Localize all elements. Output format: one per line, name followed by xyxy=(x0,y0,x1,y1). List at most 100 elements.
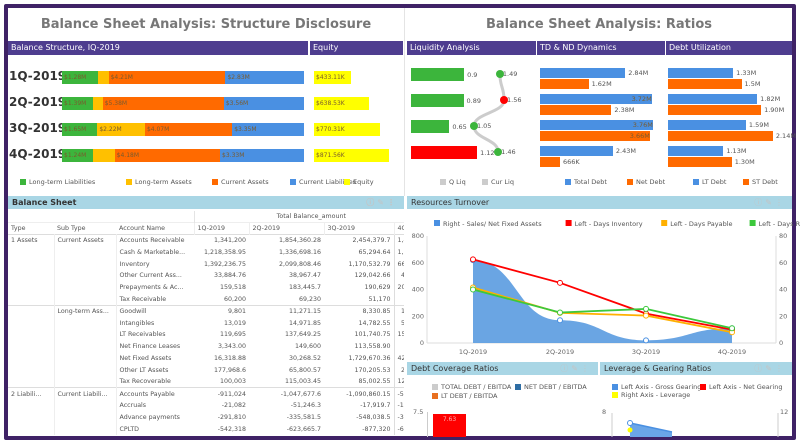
legend-total-debt-ebitda[interactable]: TOTAL DEBT / EBITDA xyxy=(432,383,511,391)
legend-label: Equity xyxy=(353,178,374,186)
column-header[interactable]: 1Q-2019 xyxy=(193,222,250,235)
table-row[interactable]: Other LT Assets 177,968.6 65,800.57 170,205… xyxy=(8,364,404,377)
debt-util-label: 1.90M xyxy=(764,106,785,114)
legend-item[interactable]: Q Liq xyxy=(440,178,466,186)
bar-segment: $5.38M xyxy=(102,97,224,110)
legend-net-gearing[interactable]: Left Axis - Net Gearing xyxy=(700,383,782,391)
table-row[interactable]: Intangibles 13,019 14,971.85 14,782.5551,09… xyxy=(8,317,404,329)
table-cell: 60,200 xyxy=(223,295,247,303)
y-axis xyxy=(427,412,428,437)
table-row[interactable]: Net Fixed Assets 16,318.88 30,268.52 1,729,… xyxy=(8,352,404,365)
table-cell xyxy=(53,364,116,377)
balance-sheet-title: Balance Sheet xyxy=(12,198,77,207)
table-row[interactable]: Inventory 1,392,236.75 2,099,808.46 1,170,5… xyxy=(8,258,404,270)
info-icon[interactable]: ⓘ xyxy=(560,364,572,373)
edit-icon[interactable]: ✎ xyxy=(765,364,775,373)
debt-util-bar xyxy=(668,131,773,141)
legend-swatch xyxy=(627,179,633,185)
bar-segment: $4.07M xyxy=(144,123,233,136)
table-cell: 85,002.55 xyxy=(358,378,391,386)
table-cell: Current Liabili... xyxy=(53,387,116,400)
table-row[interactable]: Cash & Marketable... 1,218,358.95 1,336,69… xyxy=(8,246,404,259)
leverage-chart: Left Axis - Gross Gearing Left Axis - Ne… xyxy=(600,375,792,437)
table-row[interactable]: Long-term Ass... Goodwill 9,801 11,271.15 8,… xyxy=(8,305,404,318)
more-icon[interactable]: ⋮ xyxy=(775,198,786,207)
legend-swatch xyxy=(344,179,350,185)
legend-swatch xyxy=(126,179,132,185)
data-point xyxy=(643,312,649,319)
legend-item[interactable]: Long-term Liabilities xyxy=(20,178,95,186)
legend-label: Right - Sales/ Net Fixed Assets xyxy=(443,220,542,228)
table-row[interactable]: Accruals -21,082 -51,246.3 -17,919.7-102,83… xyxy=(8,399,404,412)
table-cell xyxy=(53,340,116,353)
legend-item[interactable]: Net Debt xyxy=(627,178,665,186)
table-row[interactable]: Tax Receivable 60,200 69,230 51,17076,4 xyxy=(8,293,404,306)
debt-util-label: 1.33M xyxy=(736,69,757,77)
legend-leverage[interactable]: Right Axis - Leverage xyxy=(612,391,690,399)
table-row[interactable]: 1 Assets Current Assets Accounts Receivabl… xyxy=(8,234,404,247)
edit-icon[interactable]: ✎ xyxy=(377,198,387,207)
edit-icon[interactable]: ✎ xyxy=(571,364,581,373)
debt-util-bar xyxy=(668,68,734,78)
table-cell: 1,341,200 xyxy=(213,237,247,245)
table-cell: Net Finance Leases xyxy=(115,340,195,353)
legend-item[interactable]: Current Assets xyxy=(212,178,269,186)
legend-label: LT Debt xyxy=(702,178,727,186)
table-cell: 14,971.85 xyxy=(288,319,322,327)
table-cell: 137,649.25 xyxy=(284,331,322,339)
table-cell: 1,729,670.36 xyxy=(348,354,391,362)
legend-lt-debt-ebitda[interactable]: LT DEBT / EBITDA xyxy=(432,392,497,400)
legend-item[interactable]: ST Debt xyxy=(743,178,778,186)
table-cell: 3,343.00 xyxy=(217,343,247,351)
table-cell: -335,581.5 xyxy=(286,413,322,421)
more-icon[interactable]: ⋮ xyxy=(581,364,592,373)
table-row[interactable]: Tax Recoverable 100,003 115,003.45 85,002.5… xyxy=(8,376,404,388)
table-cell xyxy=(53,328,116,341)
legend-item[interactable]: Long-term Assets xyxy=(126,178,192,186)
table-row[interactable]: Advance payments -291,810 -335,581.5 -548,0… xyxy=(8,411,404,424)
table-row[interactable]: CPLTD -542,318 -623,665.7 -877,320-681,591. xyxy=(8,423,404,436)
data-point xyxy=(557,317,563,324)
table-cell: Advance payments xyxy=(115,411,195,424)
legend-item[interactable]: Equity xyxy=(344,178,374,186)
info-icon[interactable]: ⓘ xyxy=(366,198,378,207)
column-header[interactable]: 2Q-2019 xyxy=(248,222,325,235)
column-header[interactable]: Sub Type xyxy=(57,225,86,233)
table-cell: -291,810 xyxy=(217,413,247,421)
dashboard-frame xyxy=(4,4,796,440)
more-icon[interactable]: ⋮ xyxy=(775,364,786,373)
table-row[interactable]: Net Finance Leases 3,343.00 149,600 113,558… xyxy=(8,340,404,353)
column-header[interactable]: Account Name xyxy=(119,225,166,233)
divider xyxy=(404,8,405,196)
legend-item[interactable]: Cur Liq xyxy=(482,178,514,186)
legend-item[interactable]: Total Debt xyxy=(565,178,607,186)
table-cell: 119,695 xyxy=(219,331,247,339)
info-icon[interactable]: ⓘ xyxy=(754,364,766,373)
x-tick-label: 4Q-2019 xyxy=(718,348,746,356)
left-tick: 8 xyxy=(602,408,607,416)
table-row[interactable]: Other Current Ass... 33,884.76 38,967.47 12… xyxy=(8,269,404,282)
equity-header: Equity xyxy=(310,41,403,55)
table-cell xyxy=(53,352,116,365)
leverage-header: Leverage & Gearing Ratios ⓘ✎⋮ xyxy=(600,362,792,375)
legend-item[interactable]: LT Debt xyxy=(693,178,726,186)
legend-net-debt-ebitda[interactable]: NET DEBT / EBITDA xyxy=(515,383,587,391)
column-header[interactable]: 3Q-2019 xyxy=(323,222,395,235)
table-cell: 43,033. xyxy=(393,269,404,282)
legend-item[interactable]: Current Liabilities xyxy=(290,178,356,186)
table-cell: -623,665.7 xyxy=(286,425,322,433)
column-header[interactable]: 4Q-2019 xyxy=(393,222,404,235)
info-icon[interactable]: ⓘ xyxy=(754,198,766,207)
table-cell: 13,019 xyxy=(223,319,247,327)
column-header[interactable]: Type xyxy=(11,225,26,233)
bar-segment: $4.18M xyxy=(114,149,221,162)
table-row[interactable]: 2 Liabili... Current Liabili... Accounts P… xyxy=(8,387,404,400)
legend-label: Current Liabilities xyxy=(299,178,357,186)
legend-swatch xyxy=(482,179,488,185)
table-row[interactable]: LT Receivables 119,695 137,649.25 101,740.7… xyxy=(8,328,404,341)
edit-icon[interactable]: ✎ xyxy=(765,198,775,207)
more-icon[interactable]: ⋮ xyxy=(387,198,398,207)
legend-gross-gearing[interactable]: Left Axis - Gross Gearing xyxy=(612,383,701,391)
series-line xyxy=(472,258,733,331)
table-row[interactable]: Prepayments & Ac... 159,518 183,445.7 190,6… xyxy=(8,281,404,294)
